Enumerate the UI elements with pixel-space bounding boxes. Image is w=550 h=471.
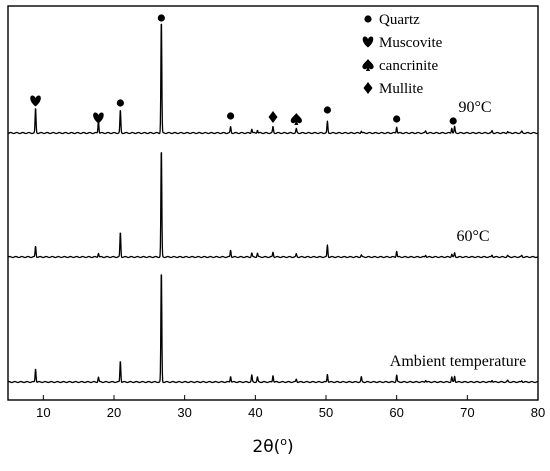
legend-label-1: Muscovite bbox=[379, 35, 443, 51]
peak-marker-circle-icon bbox=[157, 14, 165, 22]
legend-label-2: cancrinite bbox=[379, 58, 438, 74]
x-tick-label-80: 80 bbox=[531, 405, 545, 420]
series-label-1: 60°C bbox=[456, 228, 489, 245]
legend: Quartz Muscovite cancrinite Mullite bbox=[362, 12, 443, 97]
x-axis-label-degree: o bbox=[280, 435, 287, 448]
peak-markers-group bbox=[30, 14, 457, 125]
plot-frame bbox=[7, 5, 539, 401]
peak-marker-circle-icon bbox=[323, 106, 332, 114]
x-axis-label-suffix: ) bbox=[287, 437, 294, 457]
traces-group bbox=[7, 23, 539, 384]
x-axis-label: 2θ(o) bbox=[252, 435, 293, 457]
peak-marker-diamond-icon bbox=[268, 111, 278, 123]
x-tick-label-50: 50 bbox=[319, 405, 333, 420]
peak-marker-circle-icon bbox=[393, 115, 401, 123]
peak-marker-spade-icon bbox=[290, 113, 302, 125]
legend-label-3: Mullite bbox=[379, 81, 424, 97]
legend-label-0: Quartz bbox=[379, 12, 420, 28]
peak-marker-circle-icon bbox=[116, 99, 124, 107]
x-tick-label-20: 20 bbox=[107, 405, 121, 420]
peak-marker-circle-icon bbox=[227, 112, 235, 120]
series-label-0: 90°C bbox=[458, 99, 491, 116]
series-label-2: Ambient temperature bbox=[390, 353, 526, 370]
x-tick-label-10: 10 bbox=[36, 405, 50, 420]
x-tick-label-60: 60 bbox=[389, 405, 403, 420]
legend-spade-icon bbox=[362, 59, 374, 71]
x-tick-label-30: 30 bbox=[177, 405, 191, 420]
series-trace-2 bbox=[7, 274, 539, 384]
peak-marker-heart-icon bbox=[30, 95, 41, 107]
x-axis-label-prefix: 2θ( bbox=[252, 437, 280, 457]
series-trace-0 bbox=[7, 23, 539, 135]
peak-marker-heart-icon bbox=[93, 112, 104, 124]
x-tick-label-40: 40 bbox=[248, 405, 262, 420]
series-trace-1 bbox=[7, 152, 539, 259]
x-tick-label-70: 70 bbox=[460, 405, 474, 420]
legend-heart-icon bbox=[362, 36, 374, 48]
x-axis: 10 20 30 40 50 60 70 80 bbox=[36, 395, 545, 420]
legend-circle-icon bbox=[364, 15, 372, 23]
series-labels-group: 90°C 60°C Ambient temperature bbox=[390, 99, 526, 370]
peak-marker-circle-icon bbox=[449, 117, 457, 125]
legend-diamond-icon bbox=[363, 82, 373, 94]
